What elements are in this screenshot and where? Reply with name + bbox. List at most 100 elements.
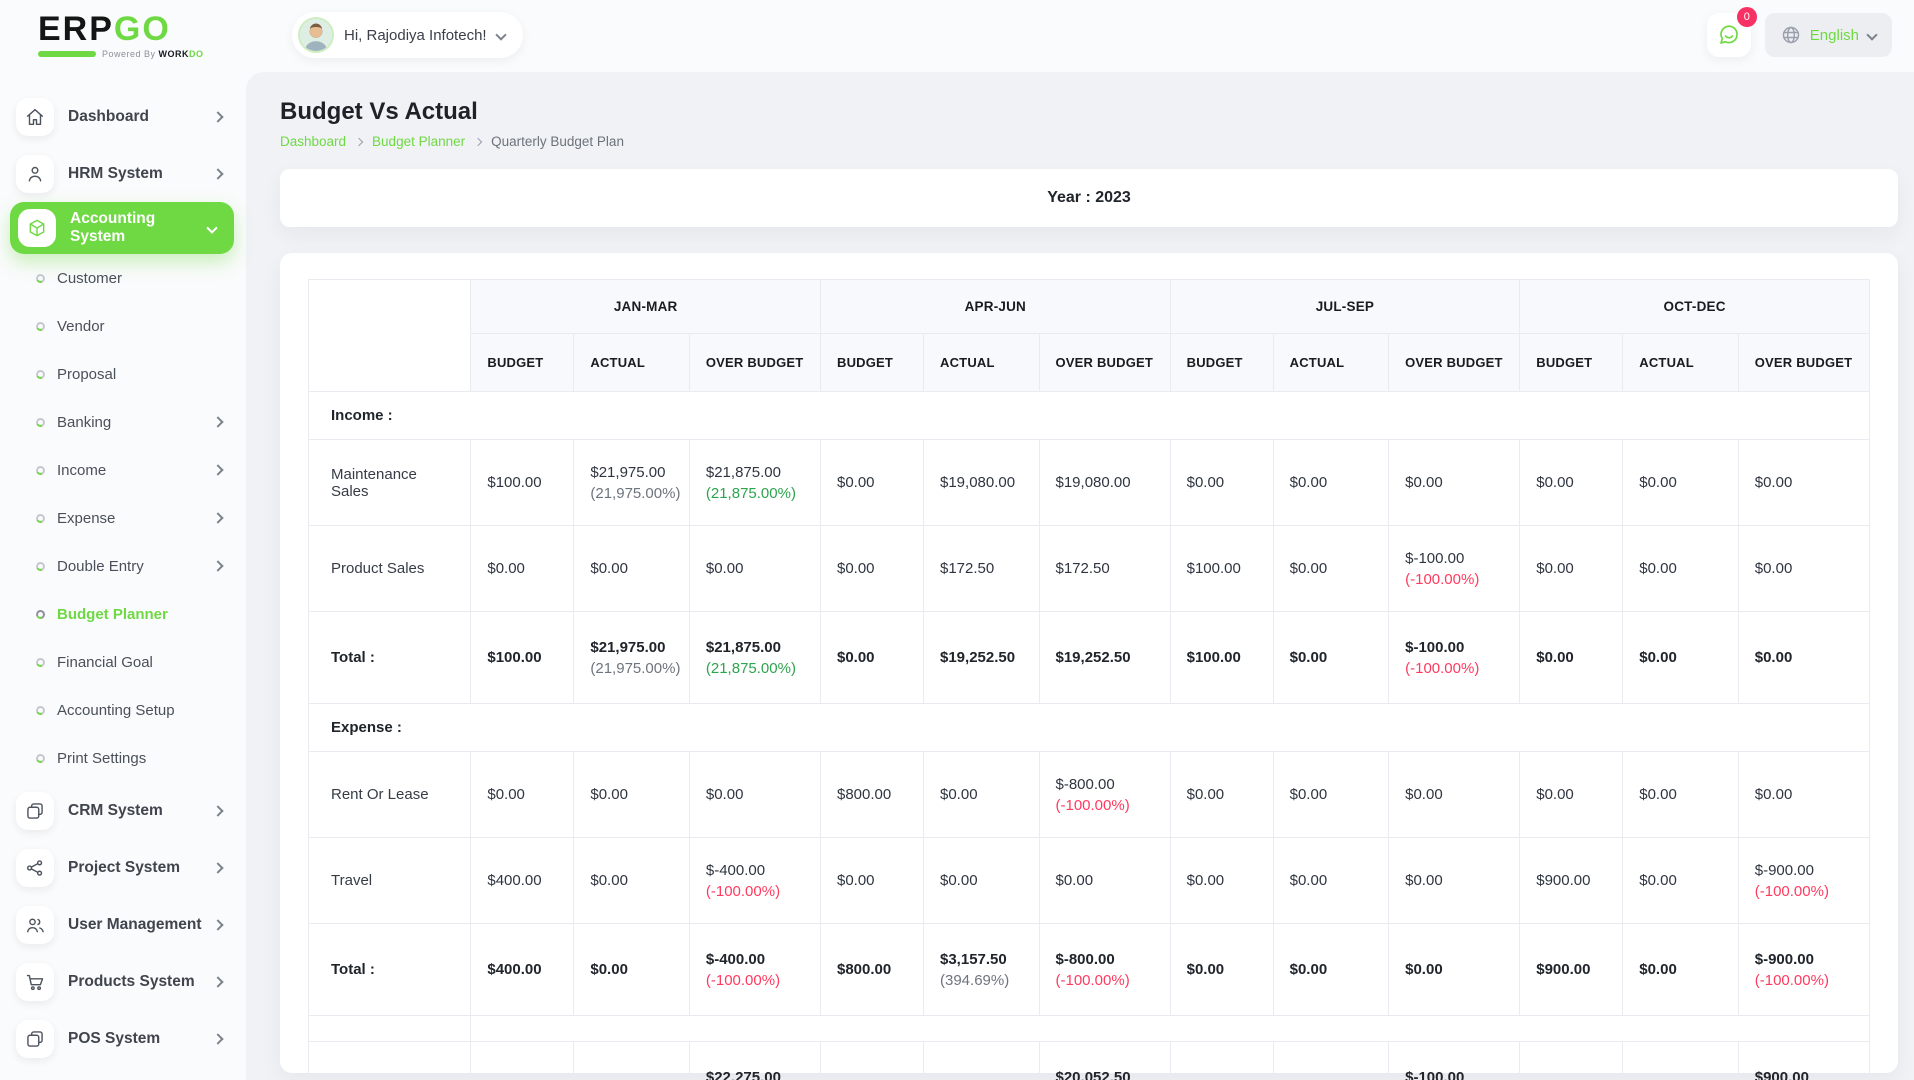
sidebar-item-expense[interactable]: Expense (0, 494, 246, 542)
table-cell: $0.00 (1388, 751, 1521, 838)
cell-percent: (21,875.00%) (705, 659, 796, 677)
cell-percent: (-100.00%) (1754, 971, 1829, 989)
language-selector[interactable]: English (1764, 13, 1892, 57)
table-cell: $0.00 (470, 751, 575, 838)
table-cell: $0.00 (1388, 837, 1521, 924)
cell-value: $0.00 (487, 560, 525, 577)
breadcrumb-separator-icon (354, 137, 364, 146)
erpgo-logo[interactable]: ERPGO Powered By WORKDO (38, 12, 208, 59)
sidebar-item-label: Accounting System (70, 210, 156, 245)
cell-value: $0.00 (1186, 961, 1225, 978)
sidebar-item-vendor[interactable]: Vendor (0, 302, 246, 350)
header-actions: 0 English (1706, 7, 1892, 57)
sidebar-item-print-settings[interactable]: Print Settings (0, 734, 246, 782)
sidebar-item-label: Expense (57, 509, 116, 527)
sidebar-item-accounting-setup[interactable]: Accounting Setup (0, 686, 246, 734)
user-menu-button[interactable]: Hi, Rajodiya Infotech! (292, 12, 523, 58)
subheader-budget: BUDGET (1169, 333, 1274, 392)
sidebar-item-income[interactable]: Income (0, 446, 246, 494)
cell-percent: (-100.00%) (705, 971, 781, 989)
section-label: Expense : (308, 703, 1870, 752)
breadcrumb: Dashboard Budget Planner Quarterly Budge… (280, 134, 1898, 149)
sidebar-item-products-system[interactable]: Products System (0, 953, 246, 1010)
language-label: English (1809, 26, 1859, 44)
sidebar-item-hrm-system[interactable]: HRM System (0, 145, 246, 202)
table-cell: $100.00 (470, 439, 575, 526)
table-cell: $800.00 (819, 751, 925, 838)
sidebar-item-project-system[interactable]: Project System (0, 839, 246, 896)
cell-value: $0.00 (1405, 961, 1443, 978)
cell-value: $19,252.50 (1055, 649, 1131, 666)
messages-button[interactable]: 0 (1706, 7, 1757, 57)
chevron-right-icon (212, 1032, 224, 1045)
breadcrumb-budget-planner-link[interactable]: Budget Planner (372, 134, 466, 149)
sidebar-item-label: User Management (68, 915, 202, 933)
table-cell: $-400.00 (-100.00%) (688, 837, 821, 924)
cell-value: $0.00 (1186, 786, 1225, 803)
cell-value: $0.00 (1405, 872, 1443, 889)
chevron-down-icon (1866, 29, 1878, 41)
cell-value: $0.00 (1754, 474, 1793, 491)
cell-value: $0.00 (1289, 872, 1328, 889)
sidebar-item-label: Dashboard (68, 107, 149, 125)
sidebar-item-customer[interactable]: Customer (0, 254, 246, 302)
cell-value: $0.00 (940, 786, 978, 803)
sidebar-item-crm-system[interactable]: CRM System (0, 782, 246, 839)
cell-value: $0.00 (705, 786, 744, 803)
sidebar-item-label: Income (57, 461, 107, 479)
cell-value: $0.00 (1289, 649, 1328, 666)
sidebar-item-label: Accounting Setup (57, 701, 175, 719)
bullet-icon (34, 464, 47, 476)
sidebar-item-banking[interactable]: Banking (0, 398, 246, 446)
table-cell: $21,975.00 (21,975.00%) (573, 439, 690, 526)
cell-value: $0.00 (487, 786, 525, 803)
cell-value: $0.00 (590, 560, 628, 577)
table-cell: $0.00 (1622, 751, 1739, 838)
quarter-header-apr-jun: APR-JUN (819, 279, 1171, 334)
sidebar-item-accounting-system[interactable]: Accounting System (10, 202, 234, 254)
table-cell: $0.00 (1519, 751, 1624, 838)
table-cell: $-900.00 (-100.00%) (1737, 923, 1871, 1016)
cell-value: $0.00 (1186, 872, 1225, 889)
table-cell: $0.00 (1388, 439, 1521, 526)
logo-go-text: GO (113, 10, 171, 48)
table-cell: $172.50 (1038, 525, 1171, 612)
sidebar-item-budget-planner[interactable]: Budget Planner (0, 590, 246, 638)
subheader-actual: ACTUAL (573, 333, 690, 392)
crm-windows-icon (16, 791, 54, 830)
cell-value: $0.00 (836, 474, 875, 491)
bullet-icon (34, 704, 47, 716)
row-label: Maintenance Sales (307, 439, 472, 526)
sidebar-item-proposal[interactable]: Proposal (0, 350, 246, 398)
table-cell: $0.00 (1622, 439, 1739, 526)
sidebar-item-dashboard[interactable]: Dashboard (0, 88, 246, 145)
bullet-icon (34, 320, 47, 332)
cell-value: $100.00 (1186, 649, 1241, 666)
chevron-right-icon (212, 804, 224, 817)
table-cell: $0.00 (819, 525, 925, 612)
sidebar-item-pos-system[interactable]: POS System (0, 1010, 246, 1067)
subheader-budget: BUDGET (470, 333, 575, 392)
table-cell: $100.00 (1169, 1041, 1274, 1080)
spacer-row (307, 1015, 1870, 1042)
cell-value: $20,052.50 (1055, 1068, 1131, 1080)
table-cell: $0.00 (1519, 611, 1624, 704)
chevron-right-icon (212, 861, 224, 874)
breadcrumb-dashboard-link[interactable]: Dashboard (280, 134, 347, 149)
table-cell: $0.00 (1519, 439, 1624, 526)
sidebar-item-label: Project System (68, 858, 180, 876)
sidebar-item-label: Proposal (57, 365, 117, 383)
sidebar-item-user-management[interactable]: User Management (0, 896, 246, 953)
table-cell: $0.00 (1272, 923, 1390, 1016)
table-cell: $0.00 (923, 751, 1040, 838)
cell-value: $-800.00 (1055, 950, 1115, 968)
table-cell: $0.00 (1737, 611, 1871, 704)
cell-value: $0.00 (590, 786, 628, 803)
table-cell: $0.00 (1737, 525, 1871, 612)
table-cell: $19,080.00 (923, 439, 1040, 526)
quarter-header-oct-dec: OCT-DEC (1519, 279, 1870, 334)
sidebar-item-double-entry[interactable]: Double Entry (0, 542, 246, 590)
table-cell: $0.00 (1622, 1041, 1739, 1080)
sidebar-item-financial-goal[interactable]: Financial Goal (0, 638, 246, 686)
cell-value: $400.00 (487, 872, 542, 889)
